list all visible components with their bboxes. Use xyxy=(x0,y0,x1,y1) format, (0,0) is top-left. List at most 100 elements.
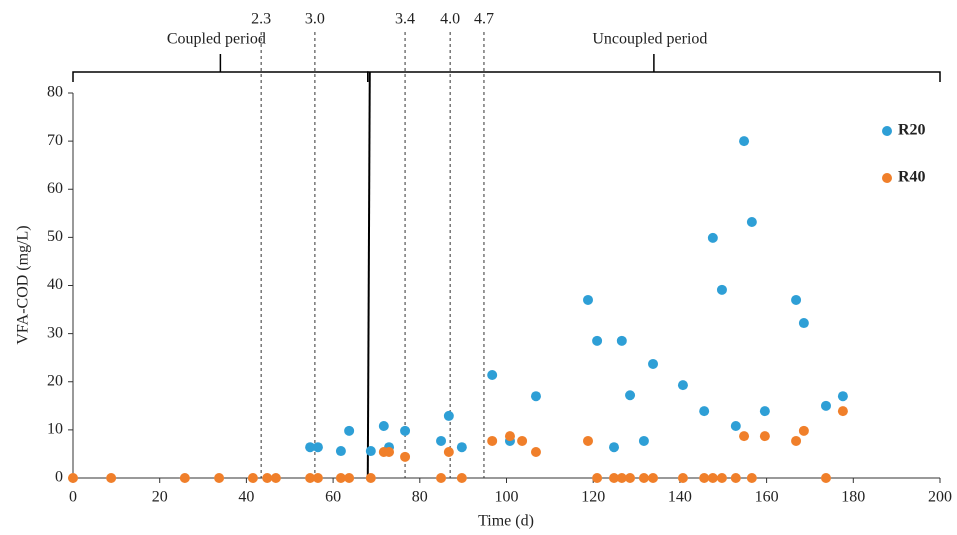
y-tick-label: 60 xyxy=(47,180,63,197)
x-tick-label: 200 xyxy=(928,489,952,506)
annotation-label: 3.4 xyxy=(395,11,415,28)
point xyxy=(739,136,750,147)
x-tick-label: 120 xyxy=(581,489,605,506)
period-label: Uncoupled period xyxy=(592,31,707,48)
point xyxy=(335,473,346,483)
point xyxy=(746,473,757,483)
point xyxy=(270,473,281,483)
legend-marker xyxy=(882,126,892,136)
point xyxy=(384,447,395,458)
period-divider xyxy=(366,71,371,479)
point xyxy=(707,232,718,243)
x-tick-label: 20 xyxy=(152,489,168,506)
point xyxy=(378,421,389,432)
point xyxy=(179,473,190,483)
point xyxy=(791,294,802,305)
point xyxy=(365,446,376,457)
point xyxy=(262,473,273,483)
point xyxy=(312,442,323,453)
x-tick-label: 160 xyxy=(755,489,779,506)
period-label: Coupled period xyxy=(167,31,266,48)
point xyxy=(798,318,809,329)
point xyxy=(791,435,802,446)
annotation-label: 2.3 xyxy=(251,11,271,28)
point xyxy=(746,216,757,227)
point xyxy=(582,435,593,446)
point xyxy=(487,370,498,381)
point xyxy=(344,425,355,436)
point xyxy=(517,435,528,446)
point xyxy=(214,473,225,483)
point xyxy=(609,473,620,483)
point xyxy=(837,406,848,417)
y-tick-label: 40 xyxy=(47,276,63,293)
point xyxy=(730,421,741,432)
point xyxy=(759,431,770,442)
x-axis-title: Time (d) xyxy=(478,513,534,530)
point xyxy=(247,473,258,483)
point xyxy=(487,435,498,446)
point xyxy=(106,473,117,483)
point xyxy=(759,406,770,417)
point xyxy=(798,425,809,436)
y-tick-label: 50 xyxy=(47,228,63,245)
x-tick-label: 80 xyxy=(412,489,428,506)
y-tick-label: 20 xyxy=(47,372,63,389)
period-bracket xyxy=(367,54,941,82)
x-tick-label: 60 xyxy=(325,489,341,506)
legend-label: R20 xyxy=(898,122,926,139)
point xyxy=(592,473,603,483)
point xyxy=(592,335,603,346)
point xyxy=(625,473,636,483)
y-axis-title: VFA-COD (mg/L) xyxy=(15,225,32,344)
y-tick-label: 80 xyxy=(47,84,63,101)
period-bracket xyxy=(72,54,369,82)
point xyxy=(312,473,323,483)
point xyxy=(730,473,741,483)
point xyxy=(456,442,467,453)
point xyxy=(648,358,659,369)
point xyxy=(616,335,627,346)
point xyxy=(677,473,688,483)
x-tick-label: 180 xyxy=(841,489,865,506)
point xyxy=(456,473,467,483)
point xyxy=(648,473,659,483)
point xyxy=(365,473,376,483)
y-tick-label: 0 xyxy=(55,469,63,486)
point xyxy=(837,391,848,402)
point xyxy=(699,473,710,483)
point xyxy=(305,473,316,483)
point xyxy=(305,442,316,453)
point xyxy=(609,442,620,453)
x-tick-label: 140 xyxy=(668,489,692,506)
point xyxy=(400,425,411,436)
point xyxy=(699,406,710,417)
point xyxy=(677,380,688,391)
point xyxy=(530,447,541,458)
point xyxy=(436,473,447,483)
point xyxy=(739,431,750,442)
y-tick-label: 70 xyxy=(47,132,63,149)
annotation-label: 4.7 xyxy=(474,11,494,28)
legend-marker xyxy=(882,173,892,183)
x-tick-label: 0 xyxy=(69,489,77,506)
point xyxy=(436,435,447,446)
y-tick-label: 30 xyxy=(47,324,63,341)
point xyxy=(616,473,627,483)
x-tick-label: 40 xyxy=(238,489,254,506)
x-tick-label: 100 xyxy=(495,489,519,506)
point xyxy=(716,473,727,483)
point xyxy=(716,284,727,295)
point xyxy=(335,446,346,457)
point xyxy=(707,473,718,483)
point xyxy=(638,473,649,483)
point xyxy=(443,447,454,458)
point xyxy=(400,451,411,462)
point xyxy=(68,473,78,483)
point xyxy=(344,473,355,483)
point xyxy=(820,400,831,411)
annotation-label: 3.0 xyxy=(305,11,325,28)
point xyxy=(582,294,593,305)
point xyxy=(638,435,649,446)
